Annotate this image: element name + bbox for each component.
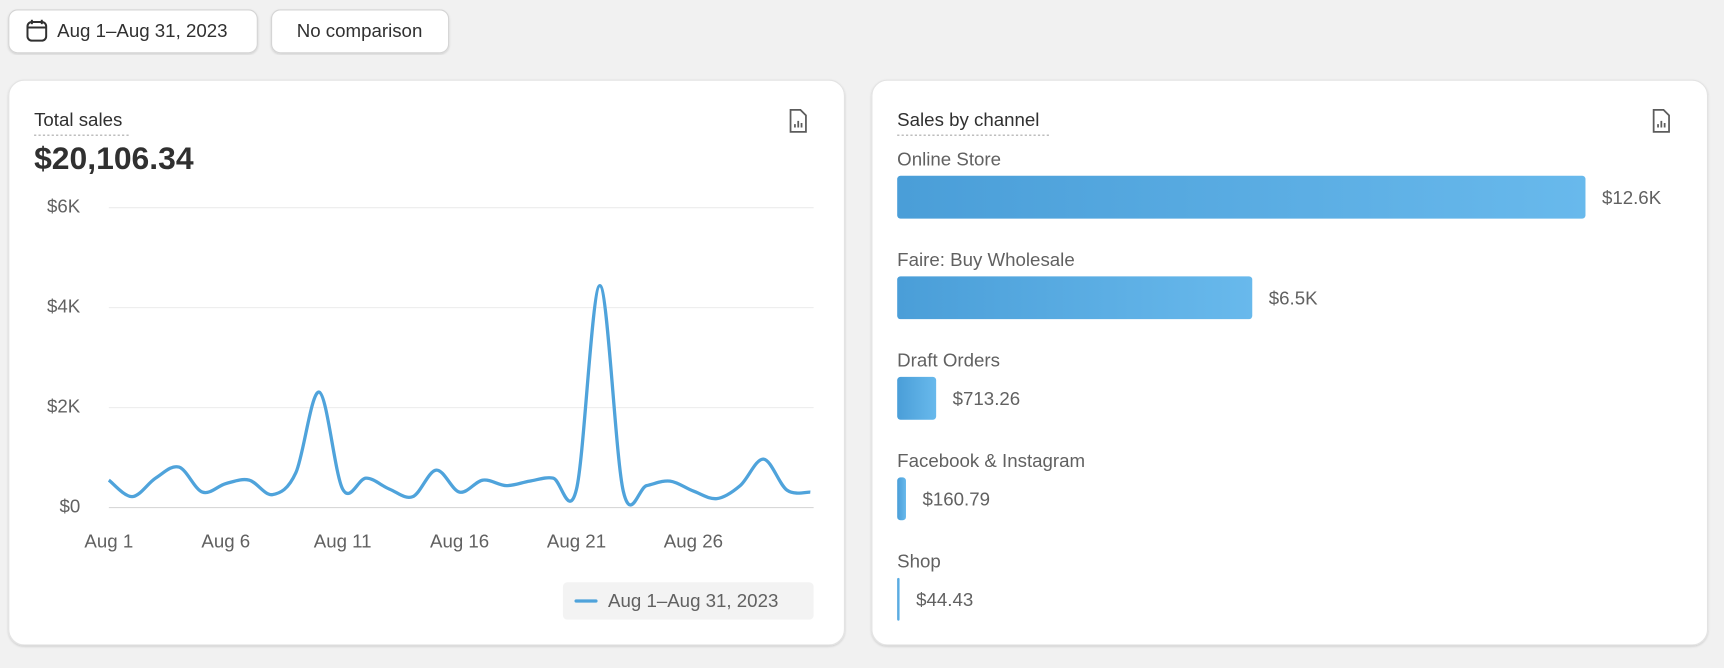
- channel-label: Shop: [897, 550, 941, 571]
- sales-line: [107, 283, 811, 507]
- channel-card: [871, 79, 1709, 646]
- x-tick-label: Aug 21: [547, 531, 606, 552]
- y-tick-label: $4K: [47, 296, 81, 317]
- channel-label: Facebook & Instagram: [897, 450, 1085, 471]
- total-sales: $20,106.34: [34, 140, 194, 176]
- y-tick-label: $6K: [47, 196, 81, 217]
- channel-label: Faire: Buy Wholesale: [897, 249, 1075, 270]
- bar: [897, 276, 1253, 320]
- bar: [897, 175, 1586, 219]
- x-tick-label: Aug 6: [201, 531, 250, 552]
- legend-label: Aug 1–Aug 31, 2023: [608, 590, 778, 611]
- channel-label: Draft Orders: [897, 349, 1000, 370]
- card-title: Total sales: [34, 109, 122, 130]
- value-label: $713.26: [953, 388, 1021, 409]
- y-tick-label: $0: [59, 496, 80, 517]
- date-button[interactable]: Aug 1–Aug 31, 2023: [8, 9, 258, 54]
- value-label: $6.5K: [1269, 287, 1318, 308]
- value-label: $44.43: [916, 589, 973, 610]
- value-label: $12.6K: [1602, 187, 1662, 208]
- x-tick-label: Aug 26: [664, 531, 723, 552]
- bar: [897, 376, 937, 420]
- value-label: $160.79: [922, 488, 990, 509]
- comparison: No comparison: [297, 20, 423, 41]
- y-tick-label: $2K: [47, 396, 81, 417]
- card-title: Sales by channel: [897, 109, 1039, 130]
- channel-label: Online Store: [897, 148, 1001, 169]
- bar: [897, 477, 906, 521]
- x-tick-label: Aug 11: [314, 531, 372, 552]
- x-tick-label: Aug 16: [430, 531, 489, 552]
- date-range: Aug 1–Aug 31, 2023: [57, 20, 227, 41]
- comparison-button[interactable]: No comparison: [271, 9, 450, 54]
- legend: [562, 582, 814, 620]
- x-tick-label: Aug 1: [84, 531, 133, 552]
- export-icon[interactable]: [789, 108, 807, 133]
- export-icon[interactable]: [1652, 108, 1670, 133]
- bar: [897, 577, 900, 621]
- sales-card: [8, 79, 845, 646]
